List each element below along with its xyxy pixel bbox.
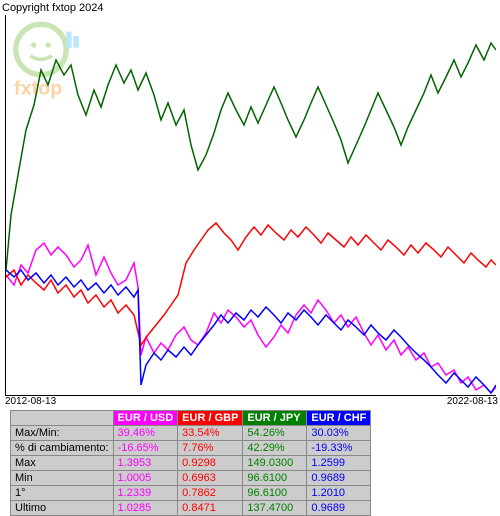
chart-area (5, 15, 496, 396)
data-cell: 1.2599 (307, 456, 371, 471)
data-cell: 149.0300 (243, 456, 307, 471)
data-cell: 1.2010 (307, 486, 371, 501)
data-cell: 33.54% (178, 426, 243, 441)
data-cell: -16.65% (113, 441, 178, 456)
series-eur-usd (6, 243, 496, 393)
data-cell: 0.6963 (178, 471, 243, 486)
row-label: 1° (11, 486, 114, 501)
series-eur-gbp (6, 223, 496, 345)
data-cell: 0.9689 (307, 471, 371, 486)
data-cell: -19.33% (307, 441, 371, 456)
data-cell: 30.03% (307, 426, 371, 441)
data-cell: 1.0285 (113, 501, 178, 516)
data-cell: 0.9689 (307, 501, 371, 516)
col-header: EUR / CHF (307, 411, 371, 426)
data-cell: 1.2339 (113, 486, 178, 501)
series-eur-jpy (6, 43, 496, 270)
data-cell: 137.4700 (243, 501, 307, 516)
data-cell: 0.7862 (178, 486, 243, 501)
data-cell: 96.6100 (243, 486, 307, 501)
data-cell: 39.46% (113, 426, 178, 441)
copyright: Copyright fxtop 2024 (2, 2, 104, 14)
date-start: 2012-08-13 (5, 396, 56, 407)
date-end: 2022-08-13 (447, 396, 498, 407)
data-cell: 42.29% (243, 441, 307, 456)
data-cell: 7.76% (178, 441, 243, 456)
series-eur-chf (6, 270, 496, 393)
data-cell: 1.3953 (113, 456, 178, 471)
data-cell: 0.8471 (178, 501, 243, 516)
col-header: EUR / GBP (178, 411, 243, 426)
row-label: Max/Min: (11, 426, 114, 441)
data-table: EUR / USDEUR / GBPEUR / JPYEUR / CHF Max… (10, 410, 371, 516)
row-label: Max (11, 456, 114, 471)
data-cell: 96.6100 (243, 471, 307, 486)
corner-cell (11, 411, 114, 426)
row-label: % di cambiamento: (11, 441, 114, 456)
col-header: EUR / JPY (243, 411, 307, 426)
data-cell: 1.0005 (113, 471, 178, 486)
row-label: Ultimo (11, 501, 114, 516)
data-cell: 54.26% (243, 426, 307, 441)
col-header: EUR / USD (113, 411, 178, 426)
row-label: Min (11, 471, 114, 486)
data-cell: 0.9298 (178, 456, 243, 471)
